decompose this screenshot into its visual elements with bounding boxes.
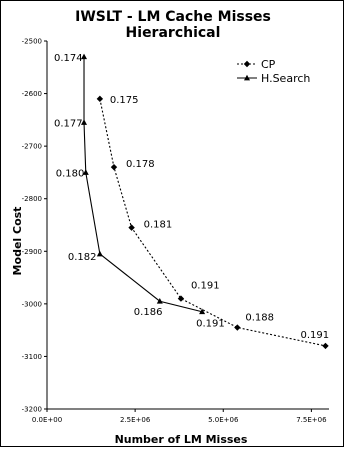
chart-subtitle: Hierarchical (126, 25, 221, 41)
data-label: 0.182 (68, 252, 97, 263)
data-point-marker (199, 308, 206, 315)
data-point-marker (81, 119, 88, 125)
y-axis-title: Model Cost (11, 207, 24, 276)
data-label: 0.191 (300, 330, 329, 341)
data-point-marker (96, 250, 103, 257)
legend-marker (244, 74, 250, 81)
data-label: 0.181 (144, 220, 173, 231)
series-line-cp (99, 98, 326, 347)
data-label: 0.188 (245, 313, 274, 324)
data-label: 0.178 (126, 159, 155, 170)
y-tick-label: -2800 (22, 195, 42, 203)
x-axis-title: Number of LM Misses (115, 433, 248, 446)
y-tick-label: -2700 (22, 143, 42, 151)
x-tick-label: 2.5E+06 (120, 416, 151, 424)
data-point-marker (110, 163, 118, 171)
data-label: 0.186 (134, 307, 163, 318)
series-line-h-search (83, 56, 203, 313)
y-tick-label: -3000 (22, 300, 42, 308)
data-point-marker (322, 342, 329, 350)
x-tick-label: 7.5E+06 (296, 416, 327, 424)
data-label: 0.174 (54, 53, 83, 64)
y-tick-label: -3100 (22, 353, 42, 361)
y-tick-label: -2900 (22, 248, 42, 256)
data-point-marker (82, 169, 89, 175)
legend-label: H.Search (261, 72, 310, 85)
legend: CPH.Search (237, 58, 310, 85)
data-label: 0.191 (196, 319, 225, 330)
data-point-marker (234, 324, 241, 331)
y-tick-label: -2500 (22, 38, 42, 46)
data-point-marker (128, 224, 135, 231)
x-tick-label: 5.0E+06 (208, 416, 239, 424)
y-tick-label: -3200 (22, 406, 42, 414)
x-tick-label: 0.0E+00 (32, 416, 62, 424)
plot-area: -2500 -2600 -2700 -2800 -2900 -3000 -3100 -3200… (22, 38, 329, 425)
data-label: 0.177 (54, 118, 83, 129)
data-point-marker (177, 295, 185, 302)
data-point-marker (81, 53, 88, 60)
chart-title: IWSLT - LM Cache Misses (75, 9, 271, 25)
y-tick-label: -2600 (22, 90, 42, 98)
legend-marker (243, 60, 251, 68)
data-point-marker (96, 95, 104, 103)
legend-label: CP (261, 58, 276, 71)
data-point-marker (156, 298, 163, 304)
data-label: 0.191 (191, 281, 220, 292)
data-label: 0.175 (110, 95, 139, 106)
data-label: 0.180 (56, 168, 85, 179)
